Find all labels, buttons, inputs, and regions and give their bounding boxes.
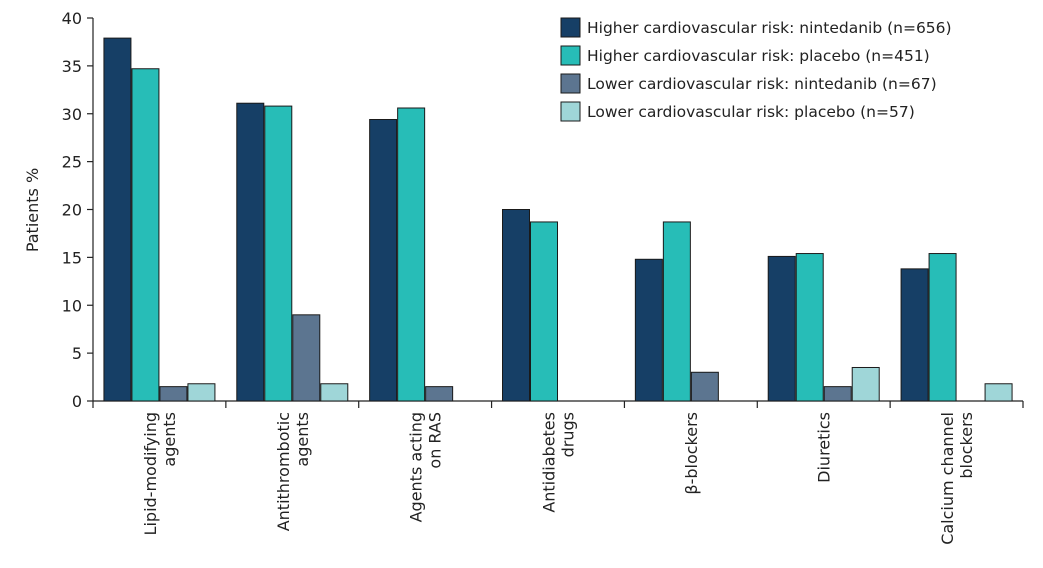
bar bbox=[795, 253, 824, 402]
x-category-label-line: β-blockers bbox=[682, 412, 701, 495]
y-tick-label: 25 bbox=[62, 153, 82, 172]
bar bbox=[103, 37, 132, 402]
legend-swatch bbox=[560, 101, 581, 122]
bar bbox=[502, 209, 530, 402]
bar bbox=[159, 386, 188, 402]
bar bbox=[900, 268, 929, 402]
y-tick-label: 15 bbox=[62, 248, 82, 267]
bar bbox=[264, 105, 293, 402]
y-axis: 0 5 10 15 20 25 30 35 40 bbox=[62, 9, 94, 411]
x-axis: Lipid-modifying agents Antithrombotic agent… bbox=[92, 400, 1024, 545]
bar bbox=[984, 383, 1013, 402]
bar bbox=[425, 386, 454, 402]
x-category-label: Diuretics bbox=[815, 412, 834, 483]
x-category-label-line: Agents acting bbox=[407, 412, 426, 522]
x-category-label-line: drugs bbox=[559, 412, 578, 457]
x-category-label-line: on RAS bbox=[426, 412, 445, 469]
legend-swatch bbox=[560, 17, 581, 38]
x-category-label-line: Calcium channel bbox=[938, 412, 957, 545]
legend-item: Higher cardiovascular risk: placebo (n=4… bbox=[560, 45, 930, 66]
bar bbox=[320, 383, 349, 402]
legend-label: Lower cardiovascular risk: placebo (n=57… bbox=[587, 103, 915, 121]
y-tick-label: 10 bbox=[62, 296, 82, 315]
bar bbox=[131, 68, 160, 402]
x-category-label-line: agents bbox=[293, 412, 312, 467]
y-tick-label: 35 bbox=[62, 57, 82, 76]
x-category-label-line: Lipid-modifying bbox=[141, 412, 160, 535]
bar bbox=[292, 314, 321, 402]
bars bbox=[103, 37, 1013, 402]
bar bbox=[369, 118, 398, 402]
bar bbox=[530, 221, 558, 402]
y-tick-label: 20 bbox=[62, 201, 82, 220]
bar bbox=[928, 253, 957, 402]
y-tick-label: 5 bbox=[72, 344, 82, 363]
bar bbox=[634, 258, 663, 402]
legend-swatch bbox=[560, 73, 581, 94]
legend-item: Lower cardiovascular risk: nintedanib (n… bbox=[560, 73, 937, 94]
bar bbox=[823, 386, 852, 402]
legend-label: Higher cardiovascular risk: placebo (n=4… bbox=[587, 47, 930, 65]
x-category-label-line: agents bbox=[160, 412, 179, 467]
bar bbox=[187, 383, 216, 402]
bar bbox=[767, 255, 796, 402]
legend-swatch bbox=[560, 45, 581, 66]
x-category-label: Lipid-modifying agents bbox=[141, 412, 179, 535]
bar bbox=[690, 371, 719, 402]
x-category-label: Agents acting on RAS bbox=[407, 412, 445, 522]
x-category-label: Antithrombotic agents bbox=[274, 412, 312, 531]
x-category-label: Calcium channel blockers bbox=[938, 412, 976, 545]
bar bbox=[851, 366, 880, 402]
legend-item: Higher cardiovascular risk: nintedanib (… bbox=[560, 17, 952, 38]
y-tick-label: 30 bbox=[62, 105, 82, 124]
x-category-label-line: Diuretics bbox=[815, 412, 834, 483]
legend-label: Lower cardiovascular risk: nintedanib (n… bbox=[587, 75, 937, 93]
x-category-label: β-blockers bbox=[682, 412, 701, 495]
bar bbox=[236, 102, 265, 402]
x-category-label: Antidiabetes drugs bbox=[540, 412, 578, 513]
legend-item: Lower cardiovascular risk: placebo (n=57… bbox=[560, 101, 915, 122]
x-category-label-line: Antidiabetes bbox=[540, 412, 559, 513]
legend-label: Higher cardiovascular risk: nintedanib (… bbox=[587, 19, 952, 37]
y-axis-title: Patients % bbox=[23, 168, 42, 252]
x-category-label-line: Antithrombotic bbox=[274, 412, 293, 531]
y-tick-label: 40 bbox=[62, 9, 82, 28]
y-tick-label: 0 bbox=[72, 392, 82, 411]
bar bbox=[397, 107, 426, 402]
legend: Higher cardiovascular risk: nintedanib (… bbox=[560, 17, 952, 122]
bar bbox=[662, 221, 691, 402]
x-category-label-line: blockers bbox=[957, 412, 976, 479]
